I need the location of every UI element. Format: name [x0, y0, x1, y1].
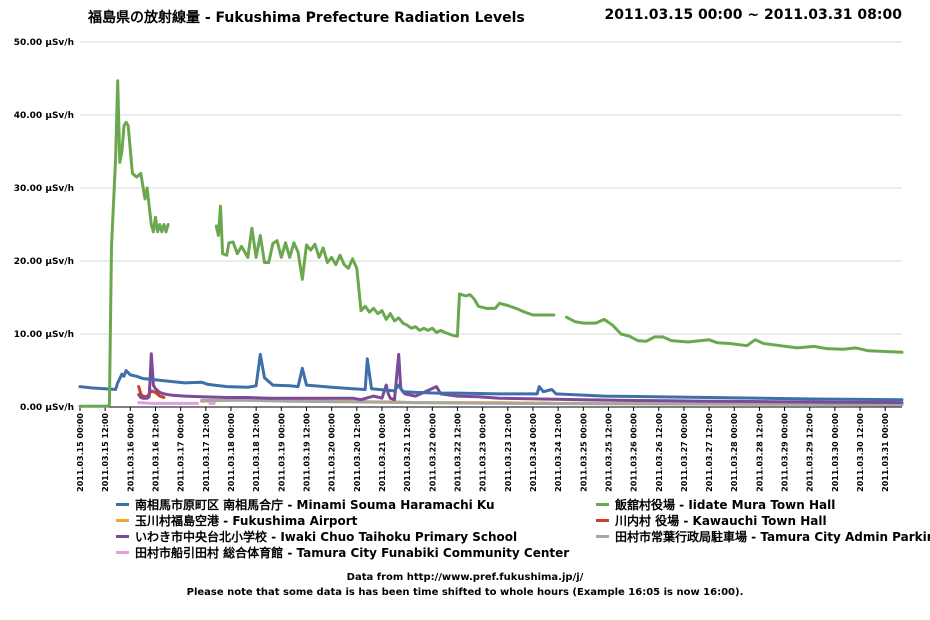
x-tick-label: 2011.03.28 12:00: [755, 413, 764, 492]
legend-item: いわき市中央台北小学校 - Iwaki Chuo Taihoku Primary…: [116, 529, 517, 545]
x-tick-label: 2011.03.31 00:00: [881, 413, 890, 492]
legend-swatch: [116, 535, 129, 538]
legend-item: 南相馬市原町区 南相馬合庁 - Minami Souma Haramachi K…: [116, 497, 495, 513]
x-tick-label: 2011.03.23 12:00: [504, 413, 513, 492]
legend-label: いわき市中央台北小学校 - Iwaki Chuo Taihoku Primary…: [135, 530, 518, 544]
x-tick-label: 2011.03.20 00:00: [328, 413, 337, 492]
legend-label: 田村市船引田村 総合体育館 - Tamura City Funabiki Com…: [135, 546, 570, 560]
legend-swatch: [596, 503, 609, 506]
x-tick-label: 2011.03.25 12:00: [604, 413, 613, 492]
x-tick-label: 2011.03.24 00:00: [529, 413, 538, 492]
x-tick-label: 2011.03.18 12:00: [252, 413, 261, 492]
series-line-5: [200, 398, 904, 407]
x-tick-label: 2011.03.17 12:00: [202, 413, 211, 492]
legend-swatch: [596, 519, 609, 522]
y-tick-label: 50.00 µSv/h: [14, 38, 74, 48]
y-tick-label: 0.00 µSv/h: [20, 403, 74, 413]
legend-label: 玉川村福島空港 - Fukushima Airport: [135, 514, 358, 528]
x-tick-label: 2011.03.25 00:00: [579, 413, 588, 492]
series-line-6: [137, 401, 216, 405]
x-tick-label: 2011.03.17 00:00: [177, 413, 186, 492]
footer-source: Data from http://www.pref.fukushima.jp/j…: [346, 572, 584, 583]
legend-swatch: [116, 503, 129, 506]
x-tick-label: 2011.03.16 00:00: [126, 413, 135, 492]
series-line-4: [137, 352, 904, 405]
series-lines: [78, 79, 904, 408]
x-tick-label: 2011.03.26 12:00: [655, 413, 664, 492]
x-tick-label: 2011.03.27 00:00: [680, 413, 689, 492]
series-line-0: [78, 352, 904, 402]
legend-item: 田村市常葉行政局駐車場 - Tamura City Admin Parking: [596, 529, 930, 545]
footer-note: Please note that some data is has been t…: [186, 587, 744, 598]
x-tick-label: 2011.03.29 12:00: [806, 413, 815, 492]
x-tick-label: 2011.03.23 00:00: [479, 413, 488, 492]
legend-label: 川内村 役場 - Kawauchi Town Hall: [615, 514, 827, 528]
grid-lines: [80, 41, 902, 408]
x-tick-label: 2011.03.26 00:00: [630, 413, 639, 492]
x-tick-label: 2011.03.21 00:00: [378, 413, 387, 492]
x-tick-label: 2011.03.27 12:00: [705, 413, 714, 492]
legend-swatch: [596, 535, 609, 538]
legend-item: 玉川村福島空港 - Fukushima Airport: [116, 513, 357, 529]
y-tick-label: 30.00 µSv/h: [14, 184, 74, 194]
footer: Data from http://www.pref.fukushima.jp/j…: [0, 570, 930, 600]
x-tick-label: 2011.03.29 00:00: [781, 413, 790, 492]
x-tick-label: 2011.03.24 12:00: [554, 413, 563, 492]
legend-item: 飯舘村役場 - Iidate Mura Town Hall: [596, 497, 835, 513]
x-tick-label: 2011.03.21 12:00: [403, 413, 412, 492]
legend-item: 川内村 役場 - Kawauchi Town Hall: [596, 513, 827, 529]
x-axis-ticks: 2011.03.15 00:00 2011.03.15 12:00 2011.03.…: [76, 407, 890, 492]
x-tick-label: 2011.03.22 12:00: [453, 413, 462, 492]
x-tick-label: 2011.03.19 12:00: [302, 413, 311, 492]
y-axis-ticks: 0.00 µSv/h 10.00 µSv/h 20.00 µSv/h 30.00 µS…: [14, 38, 74, 413]
x-tick-label: 2011.03.30 12:00: [856, 413, 865, 492]
legend-label: 飯舘村役場 - Iidate Mura Town Hall: [615, 498, 836, 512]
legend-label: 南相馬市原町区 南相馬合庁 - Minami Souma Haramachi K…: [135, 498, 495, 512]
legend-swatch: [116, 519, 129, 522]
x-tick-label: 2011.03.18 00:00: [227, 413, 236, 492]
x-tick-label: 2011.03.28 00:00: [730, 413, 739, 492]
x-tick-label: 2011.03.15 12:00: [101, 413, 110, 492]
y-tick-label: 10.00 µSv/h: [14, 330, 74, 340]
x-tick-label: 2011.03.20 12:00: [353, 413, 362, 492]
legend-label: 田村市常葉行政局駐車場 - Tamura City Admin Parking: [615, 530, 930, 544]
date-range: 2011.03.15 00:00 ~ 2011.03.31 08:00: [604, 7, 903, 23]
y-tick-label: 20.00 µSv/h: [14, 257, 74, 267]
y-tick-label: 40.00 µSv/h: [14, 111, 74, 121]
legend-swatch: [116, 551, 129, 554]
x-tick-label: 2011.03.16 12:00: [151, 413, 160, 492]
legend-item: 田村市船引田村 総合体育館 - Tamura City Funabiki Com…: [116, 545, 569, 561]
x-tick-label: 2011.03.22 00:00: [428, 413, 437, 492]
x-tick-label: 2011.03.15 00:00: [76, 413, 85, 492]
x-tick-label: 2011.03.19 00:00: [277, 413, 286, 492]
x-tick-label: 2011.03.30 00:00: [831, 413, 840, 492]
chart-title: 福島県の放射線量 - Fukushima Prefecture Radiatio…: [88, 10, 525, 26]
series-line-1: [78, 79, 904, 408]
